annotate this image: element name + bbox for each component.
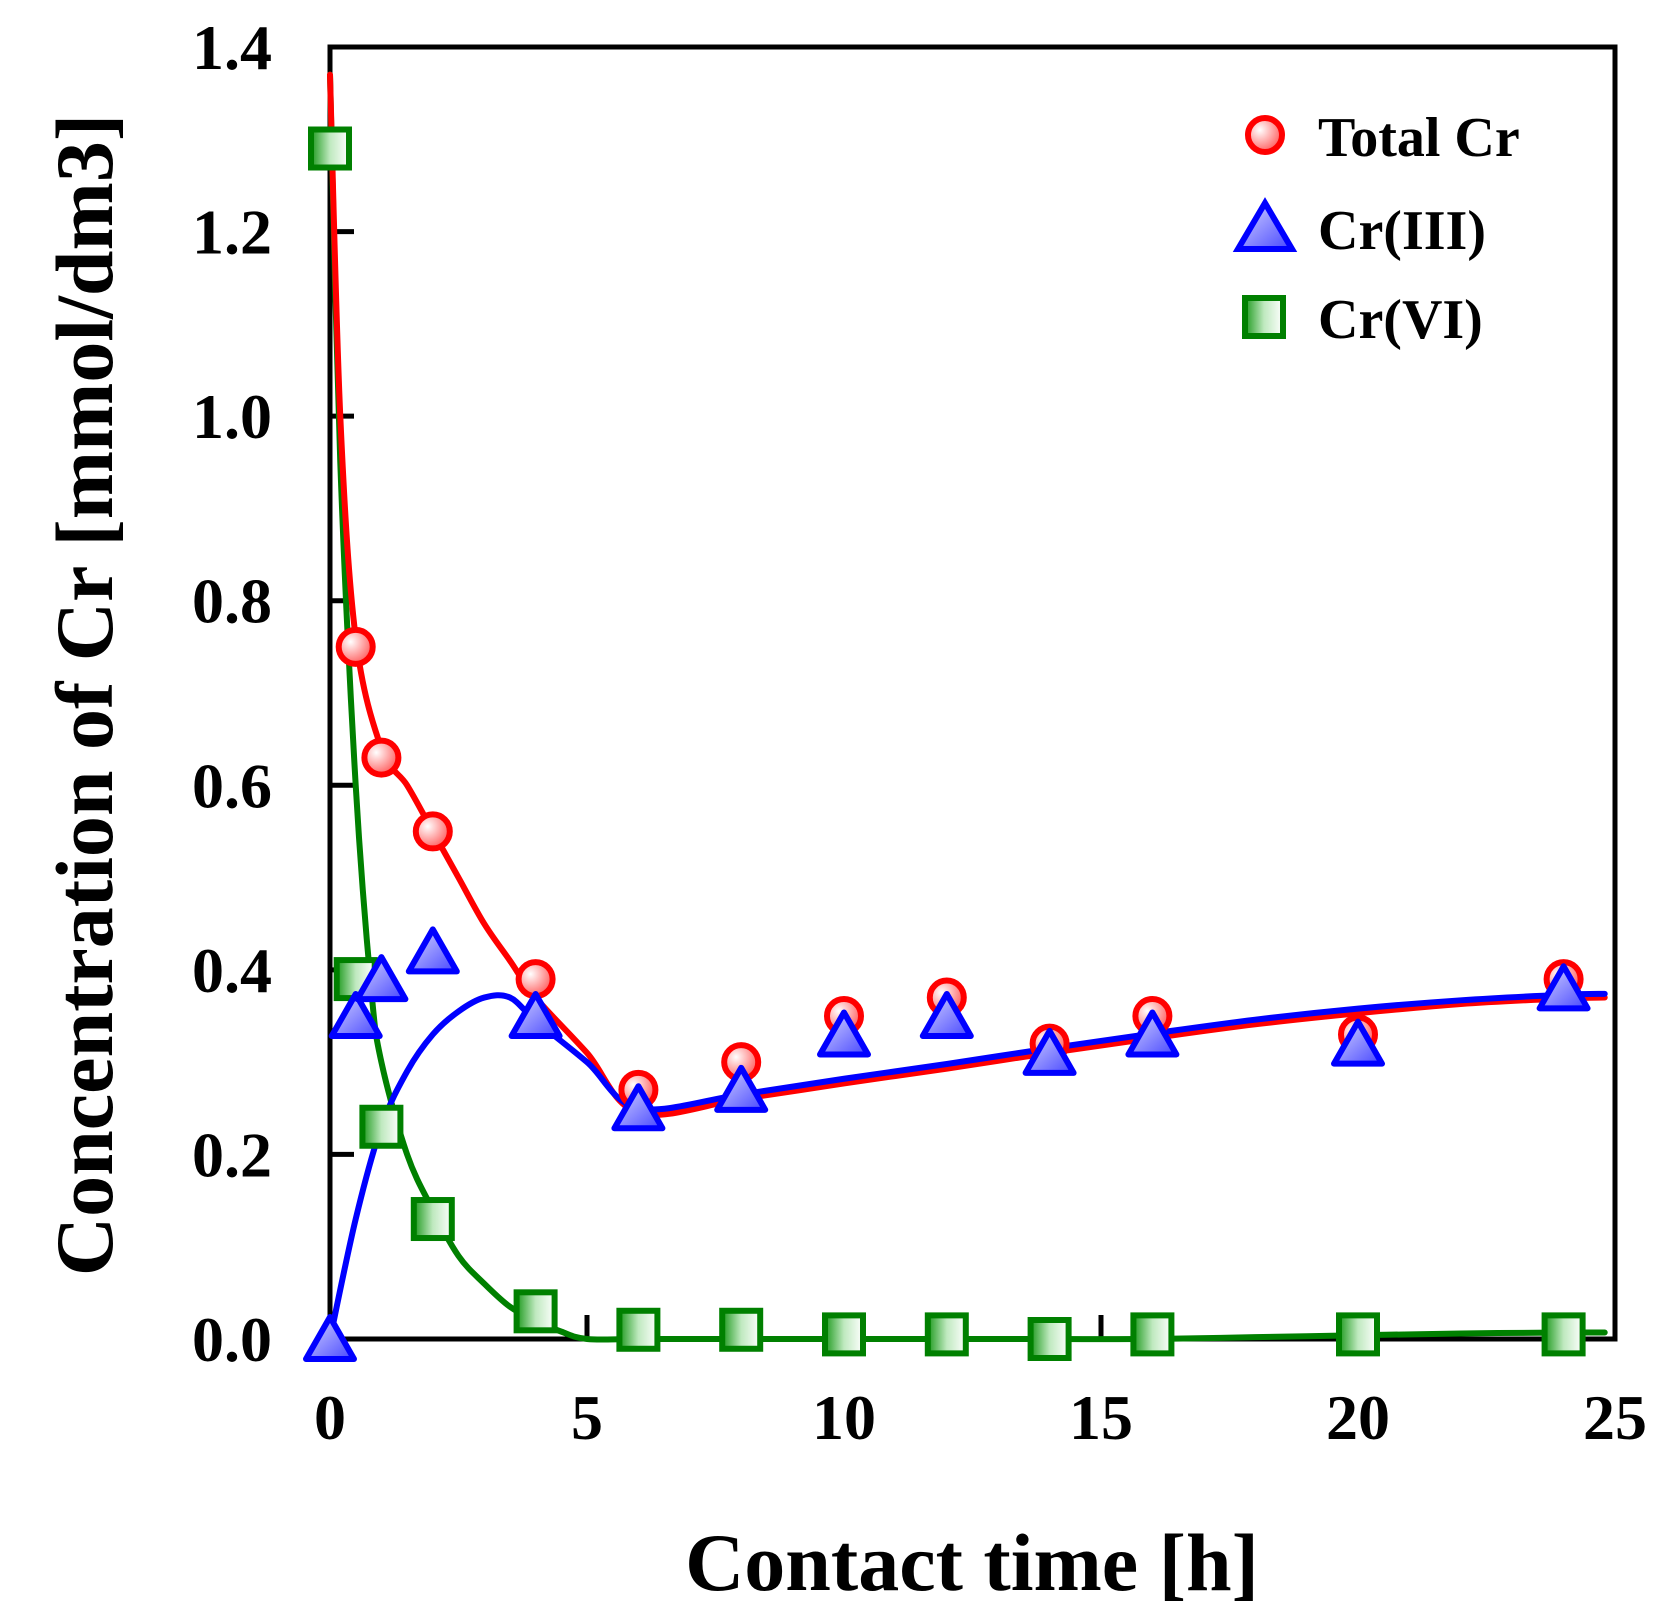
fit-line-cr-vi (327, 71, 1608, 1343)
legend: Total Cr Cr(III) Cr(VI) (1232, 107, 1520, 351)
cr-iii-point-8 (919, 991, 974, 1039)
cr-iii-point-4 (508, 991, 563, 1039)
cr-vi-point-5 (616, 1307, 661, 1352)
cr-vi-point-2 (359, 1104, 404, 1149)
cr-iii-point-1 (328, 991, 383, 1039)
cr-iii-point-12 (1536, 963, 1591, 1012)
cr-vi-point-10 (1130, 1312, 1175, 1357)
cr-iii-point-2 (354, 954, 409, 1003)
legend-label-cr-iii: Cr(III) (1318, 200, 1486, 262)
y-tick-label-0.2: 0.2 (192, 1119, 272, 1190)
total-cr-point-0 (335, 626, 376, 667)
x-tick-label-20: 20 (1326, 1382, 1390, 1453)
legend-item-cr-vi: Cr(VI) (1242, 289, 1483, 351)
legend-triangle-marker (1232, 197, 1298, 252)
cr-vi-point-11 (1336, 1312, 1380, 1357)
cr-iii-point-9 (1022, 1027, 1077, 1076)
cr-vi-point-8 (924, 1312, 969, 1357)
cr-iii-point-3 (405, 926, 460, 975)
legend-item-total-cr: Total Cr (1245, 107, 1520, 169)
y-tick-label-1.0: 1.0 (192, 381, 272, 452)
legend-square-marker (1242, 295, 1286, 339)
fit-curves (327, 71, 1608, 1343)
y-tick-label-0.0: 0.0 (192, 1304, 272, 1375)
cr-vi-point-7 (822, 1312, 866, 1357)
cr-iii-point-6 (714, 1064, 769, 1113)
x-tick-label-15: 15 (1069, 1382, 1133, 1453)
x-tick-label-10: 10 (812, 1382, 876, 1453)
axis-ticks: 0 5 10 15 20 25 0.0 0.2 0.4 0.6 0.8 1.0 1.2 1.4 (192, 12, 1647, 1453)
cr-vi-point-9 (1027, 1317, 1072, 1361)
cr-iii-point-10 (1125, 1009, 1180, 1058)
cr-iii-point-11 (1331, 1018, 1385, 1067)
y-tick-label-1.2: 1.2 (192, 197, 272, 268)
cr-iii-point-5 (611, 1083, 666, 1132)
y-axis-title: Concentration of Cr [mmol/dm3] (39, 114, 130, 1276)
cr-vi-point-4 (513, 1289, 558, 1334)
legend-circle-marker (1245, 115, 1285, 155)
x-tick-label-25: 25 (1583, 1382, 1647, 1453)
cr-vi-point-6 (719, 1307, 764, 1352)
cr-iii-point-0 (303, 1314, 357, 1362)
cr-vi-point-0 (308, 126, 352, 171)
total-cr-point-3 (515, 959, 556, 1000)
data-markers (303, 126, 1591, 1362)
total-cr-point-2 (412, 811, 453, 852)
y-tick-label-1.4: 1.4 (192, 12, 272, 83)
y-tick-label-0.8: 0.8 (192, 566, 272, 637)
y-tick-label-0.6: 0.6 (192, 750, 272, 821)
legend-label-total-cr: Total Cr (1318, 107, 1520, 169)
cr-vi-point-3 (410, 1197, 455, 1242)
cr-iii-point-7 (817, 1009, 871, 1058)
cr-vi-point-12 (1541, 1312, 1586, 1357)
x-tick-label-0: 0 (314, 1382, 346, 1453)
legend-item-cr-iii: Cr(III) (1232, 197, 1486, 262)
legend-label-cr-vi: Cr(VI) (1318, 289, 1483, 351)
x-tick-label-5: 5 (571, 1382, 603, 1453)
x-axis-title: Contact time [h] (685, 1517, 1259, 1608)
total-cr-point-1 (361, 737, 402, 778)
fit-line-cr-iii (327, 990, 1608, 1342)
y-tick-label-0.4: 0.4 (192, 935, 272, 1006)
